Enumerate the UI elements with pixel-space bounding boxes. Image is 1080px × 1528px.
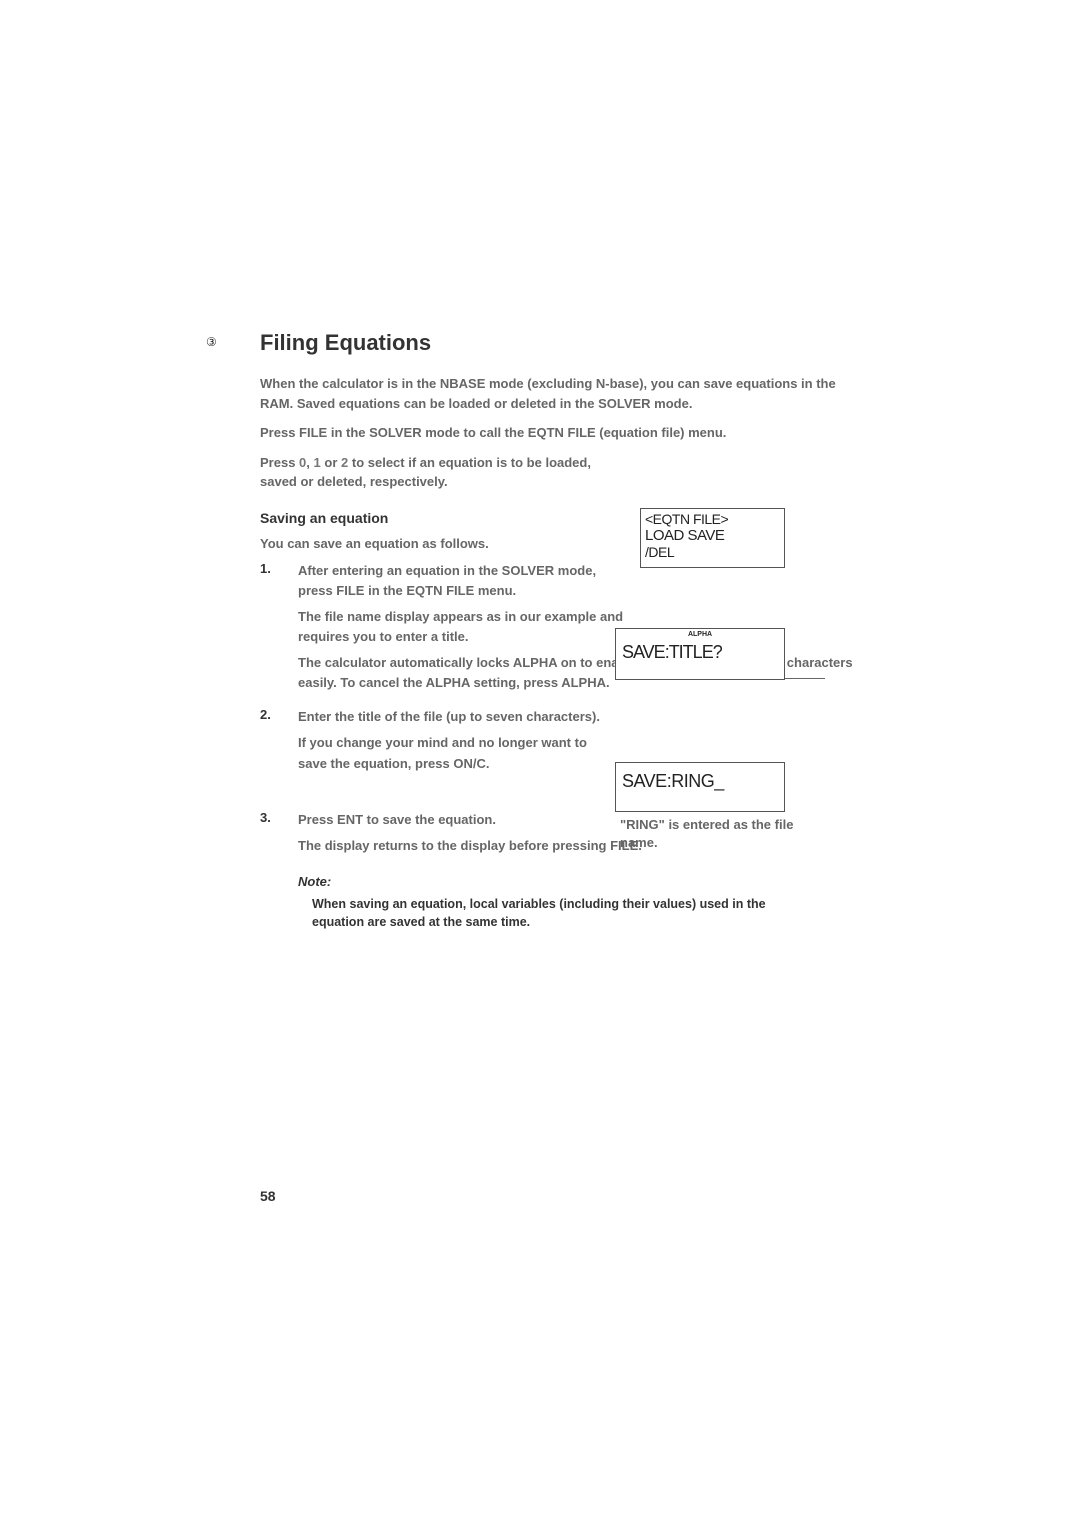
key-label: FILE bbox=[299, 425, 327, 440]
lcd-line: /DEL bbox=[645, 544, 780, 560]
key-ent: ENT bbox=[337, 812, 363, 827]
lcd-screen-save-title: ALPHA SAVE:TITLE? bbox=[615, 628, 785, 680]
step-body: Press ENT to save the equation. The disp… bbox=[298, 810, 870, 856]
text: The display returns to the display befor… bbox=[298, 836, 870, 856]
lcd-screen-save-ring: SAVE:RING_ bbox=[615, 762, 785, 812]
step-number: 3. bbox=[260, 810, 278, 825]
text-or: or bbox=[324, 455, 337, 470]
bullet-1: Press FILE in the SOLVER mode to call th… bbox=[260, 423, 870, 443]
text: Press ENT to save the equation. bbox=[298, 810, 870, 830]
text: Press bbox=[260, 455, 295, 470]
page-number: 58 bbox=[260, 1188, 276, 1204]
text: The file name display appears as in our … bbox=[298, 607, 658, 647]
text: Enter the title of the file (up to seven… bbox=[298, 707, 618, 727]
note-label: Note: bbox=[298, 874, 870, 889]
text: Press bbox=[260, 425, 295, 440]
section-marker: ③ bbox=[206, 335, 217, 349]
text: If you change your mind and no longer wa… bbox=[298, 733, 618, 773]
key-1: 1 bbox=[314, 455, 321, 470]
bullet-2: Press 0, 1 or 2 to select if an equation… bbox=[260, 453, 620, 492]
lcd-line: SAVE:RING_ bbox=[622, 771, 778, 792]
comma: , bbox=[306, 455, 310, 470]
lcd-line: SAVE:TITLE? bbox=[622, 642, 778, 663]
note-body: When saving an equation, local variables… bbox=[312, 895, 792, 931]
lcd-alpha-indicator: ALPHA bbox=[622, 631, 778, 638]
page-content: Filing Equations When the calculator is … bbox=[260, 330, 870, 931]
text: to save the equation. bbox=[367, 812, 496, 827]
text: Press bbox=[298, 812, 333, 827]
step-number: 1. bbox=[260, 561, 278, 576]
lcd-line: LOAD SAVE bbox=[645, 527, 780, 544]
step-3: 3. Press ENT to save the equation. The d… bbox=[260, 810, 870, 856]
text: After entering an equation in the SOLVER… bbox=[298, 561, 608, 601]
text: in the SOLVER mode to call the EQTN FILE… bbox=[331, 425, 727, 440]
step-number: 2. bbox=[260, 707, 278, 722]
section-title: Filing Equations bbox=[260, 330, 870, 356]
key-2: 2 bbox=[341, 455, 348, 470]
lcd-screen-eqtn-file: <EQTN FILE> LOAD SAVE /DEL bbox=[640, 508, 785, 568]
intro-paragraph: When the calculator is in the NBASE mode… bbox=[260, 374, 870, 413]
text: to select if an equation is to be loaded… bbox=[260, 455, 591, 490]
lcd-line: <EQTN FILE> bbox=[645, 511, 780, 527]
connector-line bbox=[785, 678, 825, 679]
